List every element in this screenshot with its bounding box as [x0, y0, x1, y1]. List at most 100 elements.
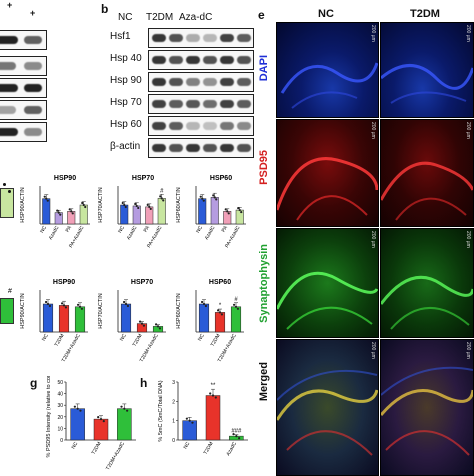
bar — [54, 212, 63, 225]
data-point — [126, 409, 129, 412]
data-point — [160, 197, 163, 200]
panel-b: b NC T2DM Aza-dC Hsf1 Hsp 40 Hsp 90 Hsp 70 H… — [100, 0, 260, 165]
bar — [58, 305, 70, 333]
data-point — [81, 201, 84, 205]
data-point — [56, 209, 59, 212]
data-point — [213, 196, 216, 199]
category-label: T2DM — [54, 333, 66, 348]
data-point — [232, 303, 236, 306]
data-point — [237, 206, 240, 210]
scale-bar-dapi-t2dm: 200 µm — [465, 25, 471, 42]
blot-band — [220, 122, 234, 130]
data-point — [134, 202, 137, 206]
blot-band — [237, 34, 251, 42]
y-axis-label: % PSD95 Intensity (relative to control) — [46, 376, 52, 457]
data-point — [199, 195, 202, 198]
blot-band — [203, 122, 217, 130]
data-point — [138, 320, 142, 323]
blot-band — [186, 144, 200, 152]
blot-band — [220, 144, 234, 152]
bar — [145, 206, 154, 225]
data-point — [123, 203, 126, 207]
data-point — [102, 420, 105, 423]
blot-label-hsp-40: Hsp 40 — [110, 53, 142, 64]
bar — [117, 408, 132, 441]
y-axis-label: HSP90/ACTIN — [20, 187, 26, 222]
data-point — [234, 305, 238, 308]
bar — [79, 204, 88, 225]
micrograph-merged-t2dm: 200 µm — [380, 339, 474, 476]
data-point — [73, 405, 76, 408]
category-label: NC — [71, 441, 80, 451]
row-label-psd95: PSD95 — [258, 150, 270, 185]
blot-header-azadc: Aza-dC — [179, 12, 213, 23]
category-label: NC — [39, 225, 48, 235]
data-point — [232, 433, 235, 436]
data-point — [43, 195, 46, 198]
data-point — [82, 203, 85, 207]
blot-strip-1 — [148, 50, 254, 70]
data-point — [188, 419, 191, 422]
data-point — [216, 309, 220, 312]
blot-label-hsp-60: Hsp 60 — [110, 119, 142, 130]
blot-label-hsf1: Hsf1 — [110, 31, 131, 42]
remnant-blot-2 — [0, 56, 47, 76]
bar — [223, 211, 232, 225]
data-point — [84, 205, 87, 209]
data-point — [137, 206, 140, 210]
y-tick-label: 1 — [172, 419, 175, 425]
bar — [42, 198, 51, 225]
category-label: NC — [41, 333, 50, 343]
data-point — [149, 207, 152, 210]
data-point — [224, 208, 227, 211]
blot-band — [169, 34, 183, 42]
scale-bar-dapi-nc: 200 µm — [370, 25, 376, 42]
bar — [182, 420, 197, 441]
data-point — [123, 407, 126, 410]
remnant-blot-5 — [0, 122, 47, 142]
data-point — [200, 300, 204, 304]
blot-header-t2dm: T2DM — [146, 12, 174, 23]
scale-bar-merged-nc: 200 µm — [370, 342, 376, 359]
blot-band — [220, 34, 234, 42]
data-point — [71, 212, 74, 215]
data-point — [185, 417, 188, 420]
row-label-dapi: DAPI — [258, 55, 270, 82]
blot-band — [152, 56, 166, 64]
blot-band — [203, 78, 217, 86]
data-point — [240, 210, 243, 214]
chart-title: HSP70 — [131, 279, 153, 286]
bar — [205, 395, 221, 441]
panel-b-letter: b — [101, 2, 109, 16]
data-point — [97, 416, 100, 419]
data-point — [68, 208, 71, 211]
data-point — [204, 304, 208, 308]
data-point — [140, 322, 144, 325]
data-point — [214, 396, 217, 399]
category-label: AzadC — [204, 225, 217, 241]
remnant-blot-1 — [0, 30, 47, 50]
data-point — [142, 324, 146, 327]
blot-label-hsp-70: Hsp 70 — [110, 97, 142, 108]
category-label: PA — [143, 224, 152, 233]
blot-band — [186, 56, 200, 64]
panel-h-letter: h — [140, 376, 148, 390]
data-point — [59, 213, 62, 216]
blot-band — [186, 78, 200, 86]
y-axis-label: HSP90/ACTIN — [20, 293, 26, 328]
y-tick-label: 30 — [57, 403, 63, 409]
blot-strip-4 — [148, 116, 254, 136]
row-label-synaptophysin: Synaptophysin — [258, 244, 270, 323]
data-point — [202, 302, 206, 306]
remnant-blot-3 — [0, 78, 47, 98]
micrograph-dapi-t2dm: 200 µm — [380, 22, 474, 118]
significance-marker: ### — [231, 429, 242, 435]
category-label: NC — [197, 333, 206, 343]
scale-bar-psd95-t2dm: 200 µm — [465, 122, 471, 139]
blot-band — [186, 122, 200, 130]
data-point — [45, 197, 48, 200]
category-label: T2DM — [91, 441, 103, 456]
micrograph-psd95-nc: 200 µm — [276, 119, 379, 227]
y-tick-label: 50 — [57, 380, 63, 386]
